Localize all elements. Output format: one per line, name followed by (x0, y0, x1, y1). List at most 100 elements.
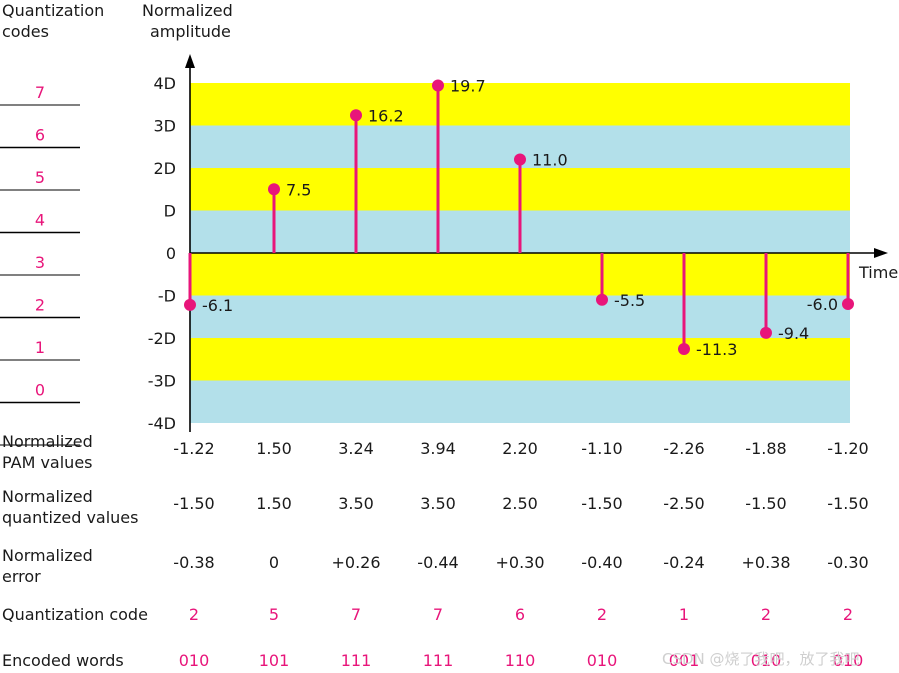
y-tick-label: -4D (148, 414, 176, 433)
y-tick-label: 2D (154, 159, 177, 178)
row-label: Normalized (2, 487, 93, 506)
row-value: 111 (341, 651, 372, 670)
sample-point (760, 326, 772, 339)
row-value: -0.30 (827, 553, 868, 572)
row-value: +0.26 (331, 553, 380, 572)
sample-value-label: -11.3 (696, 340, 737, 359)
axes (185, 54, 888, 432)
row-value: 3.24 (338, 439, 374, 458)
row-label: error (2, 567, 41, 586)
sample-point (596, 293, 608, 306)
row-value: 2 (597, 605, 607, 624)
values-table: Normalized PAM values -1.22 1.50 3.24 3.94 2.2… (2, 432, 869, 670)
sample-value-label: -6.1 (202, 296, 233, 315)
code-label: 1 (35, 338, 45, 357)
sample-point (514, 153, 526, 166)
row-value: 2.50 (502, 494, 538, 513)
y-tick-label: 3D (154, 117, 177, 136)
row-value: 2 (843, 605, 853, 624)
y-tick-label: -D (158, 287, 176, 306)
y-tick-label: 4D (154, 74, 177, 93)
row-value: 101 (259, 651, 290, 670)
row-value: +0.38 (741, 553, 790, 572)
row-label: Encoded words (2, 651, 124, 670)
sample-value-label: 16.2 (368, 106, 404, 125)
time-axis-label: Time (858, 263, 898, 282)
sample-value-label: 19.7 (450, 77, 486, 96)
sample-value-label: 11.0 (532, 151, 568, 170)
code-label: 6 (35, 126, 45, 145)
row-value: 7 (351, 605, 361, 624)
row-value: 6 (515, 605, 525, 624)
row-value: 0 (269, 553, 279, 572)
sample-point (184, 298, 196, 311)
sample-point (268, 183, 280, 196)
row-value: -1.88 (745, 439, 786, 458)
row-value: 5 (269, 605, 279, 624)
sample-value-label: -6.0 (807, 295, 838, 314)
row-label: PAM values (2, 453, 93, 472)
row-value: 2 (761, 605, 771, 624)
row-value: -0.44 (417, 553, 458, 572)
row-value: -2.50 (663, 494, 704, 513)
row-value: -1.50 (827, 494, 868, 513)
y-tick-label: 0 (166, 244, 176, 263)
y-tick-label: -3D (148, 372, 176, 391)
row-value: 2 (189, 605, 199, 624)
row-value: 3.50 (420, 494, 456, 513)
code-label: 5 (35, 168, 45, 187)
row-value: 1 (679, 605, 689, 624)
y-tick-labels: 4D 3D 2D D 0 -D -2D -3D -4D (148, 74, 176, 433)
row-value: 3.94 (420, 439, 456, 458)
band-0-to--1 (190, 253, 850, 296)
band-4-to-3 (190, 83, 850, 126)
sample-stems: -6.1 7.5 16.2 19.7 11.0 -5.5 -11.3 -9.4 -6.0 (184, 77, 854, 359)
row-value: -1.50 (745, 494, 786, 513)
row-value: 010 (179, 651, 210, 670)
row-value: 001 (669, 651, 700, 670)
quantization-code-column: 7 6 5 4 3 2 1 0 (0, 83, 80, 446)
sample-value-label: -5.5 (614, 291, 645, 310)
amplitude-title-line1: Normalized (142, 1, 233, 20)
row-value: 010 (833, 651, 864, 670)
y-tick-label: D (164, 202, 176, 221)
row-value: 7 (433, 605, 443, 624)
code-label: 4 (35, 211, 45, 230)
row-value: -1.50 (581, 494, 622, 513)
row-value: 2.20 (502, 439, 538, 458)
code-label: 7 (35, 83, 45, 102)
row-value: 110 (505, 651, 536, 670)
band--3-to--4 (190, 380, 850, 423)
row-label: quantized values (2, 508, 138, 527)
row-value: -0.24 (663, 553, 704, 572)
row-value: -2.26 (663, 439, 704, 458)
y-tick-label: -2D (148, 329, 176, 348)
sample-value-label: -9.4 (778, 324, 809, 343)
codes-title-line1: Quantization (2, 1, 104, 20)
amplitude-title-line2: amplitude (150, 22, 231, 41)
row-label: Quantization code (2, 605, 148, 624)
code-label: 3 (35, 253, 45, 272)
row-value: 010 (587, 651, 618, 670)
row-value: -0.38 (173, 553, 214, 572)
row-label: Normalized (2, 546, 93, 565)
band--2-to--3 (190, 338, 850, 381)
sample-point (432, 79, 444, 92)
row-value: 3.50 (338, 494, 374, 513)
row-value: 010 (751, 651, 782, 670)
row-value: 111 (423, 651, 454, 670)
time-axis-arrow (874, 248, 888, 258)
sample-point (678, 343, 690, 356)
sample-value-label: 7.5 (286, 180, 311, 199)
codes-title-line2: codes (2, 22, 49, 41)
row-value: -1.22 (173, 439, 214, 458)
sample-point (842, 298, 854, 310)
watermark: CSDN @烧了我吧，放了我吧 (662, 650, 860, 668)
row-value: -1.20 (827, 439, 868, 458)
code-label: 0 (35, 381, 45, 400)
row-value: +0.30 (495, 553, 544, 572)
code-label: 2 (35, 296, 45, 315)
row-value: -1.10 (581, 439, 622, 458)
row-value: -1.50 (173, 494, 214, 513)
